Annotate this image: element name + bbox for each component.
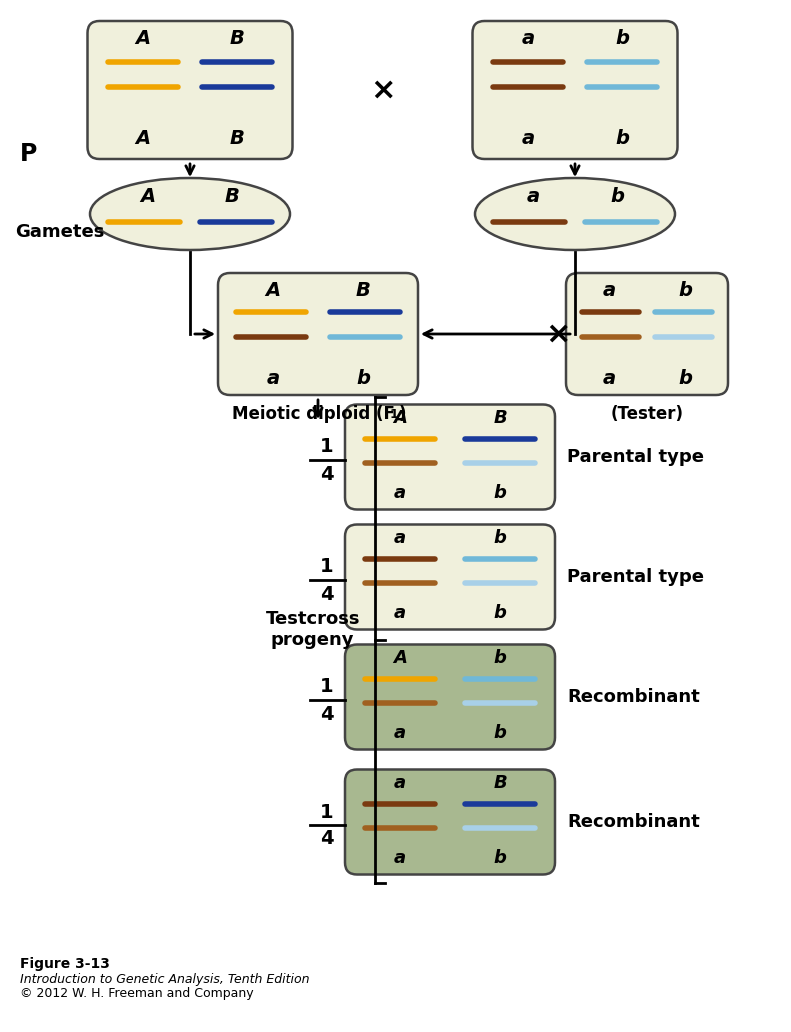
Text: (Tester): (Tester) [611, 405, 683, 423]
FancyBboxPatch shape [345, 645, 555, 749]
Text: ×: × [545, 320, 571, 349]
FancyBboxPatch shape [345, 405, 555, 510]
Text: 4: 4 [320, 705, 334, 723]
Text: b: b [494, 604, 506, 622]
Text: b: b [678, 368, 692, 387]
Text: B: B [225, 187, 240, 205]
Text: a: a [394, 724, 406, 742]
Text: b: b [494, 484, 506, 502]
Text: 1: 1 [320, 803, 334, 821]
FancyBboxPatch shape [472, 21, 678, 159]
Text: Testcross
progeny: Testcross progeny [266, 610, 360, 649]
Text: b: b [494, 649, 506, 667]
Text: 4: 4 [320, 830, 334, 848]
Text: A: A [141, 187, 156, 205]
Text: © 2012 W. H. Freeman and Company: © 2012 W. H. Freeman and Company [20, 988, 254, 1000]
Text: a: a [394, 849, 406, 867]
Text: ): ) [398, 405, 406, 423]
Text: 1: 1 [390, 408, 399, 420]
Text: Gametes: Gametes [15, 223, 104, 241]
Text: A: A [135, 29, 150, 47]
Text: B: B [229, 129, 244, 148]
Text: B: B [229, 29, 244, 47]
Text: P: P [20, 142, 37, 166]
FancyBboxPatch shape [345, 770, 555, 874]
Text: A: A [393, 649, 407, 667]
Text: a: a [603, 368, 615, 387]
Ellipse shape [90, 178, 290, 250]
Text: a: a [394, 484, 406, 502]
Text: b: b [494, 529, 506, 547]
Text: Figure 3-13: Figure 3-13 [20, 957, 110, 971]
Text: A: A [266, 281, 281, 299]
Ellipse shape [475, 178, 675, 250]
Text: a: a [394, 604, 406, 622]
Text: Parental type: Parental type [567, 448, 704, 466]
Text: Introduction to Genetic Analysis, Tenth Edition: Introduction to Genetic Analysis, Tenth … [20, 972, 309, 986]
FancyBboxPatch shape [88, 21, 293, 159]
Text: a: a [527, 187, 539, 205]
Text: 4: 4 [320, 464, 334, 484]
Text: b: b [615, 129, 629, 148]
Text: B: B [356, 281, 370, 299]
Text: a: a [267, 368, 279, 387]
FancyBboxPatch shape [345, 524, 555, 630]
Text: Meiotic diploid (F: Meiotic diploid (F [232, 405, 395, 423]
Text: a: a [521, 129, 535, 148]
Text: A: A [135, 129, 150, 148]
Text: b: b [610, 187, 624, 205]
Text: B: B [493, 409, 507, 427]
Text: a: a [603, 281, 615, 299]
Text: 1: 1 [320, 677, 334, 697]
Text: 1: 1 [320, 557, 334, 577]
Text: 1: 1 [320, 438, 334, 456]
Text: a: a [394, 529, 406, 547]
Text: b: b [615, 29, 629, 47]
Text: a: a [521, 29, 535, 47]
Text: Recombinant: Recombinant [567, 813, 700, 831]
Text: Parental type: Parental type [567, 568, 704, 586]
Text: a: a [394, 774, 406, 792]
Text: Recombinant: Recombinant [567, 688, 700, 706]
Text: b: b [494, 724, 506, 742]
Text: 4: 4 [320, 584, 334, 604]
Text: A: A [393, 409, 407, 427]
FancyBboxPatch shape [566, 273, 728, 395]
Text: b: b [678, 281, 692, 299]
Text: b: b [356, 368, 370, 387]
Text: b: b [494, 849, 506, 867]
Text: ×: × [370, 75, 396, 104]
Text: B: B [493, 774, 507, 792]
FancyBboxPatch shape [218, 273, 418, 395]
